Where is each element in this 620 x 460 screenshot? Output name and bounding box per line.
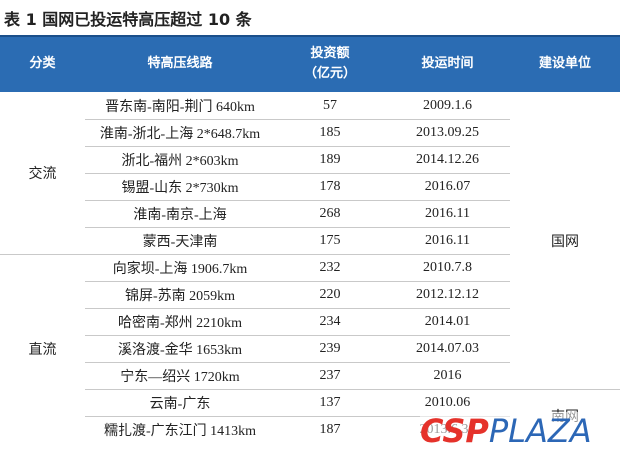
table-cell: 宁东—绍兴 1720km bbox=[120, 369, 240, 385]
watermark: CSPPLAZA bbox=[420, 412, 592, 450]
table-cell: 220 bbox=[319, 286, 341, 302]
row-divider bbox=[0, 254, 510, 255]
watermark-suffix: PLAZA bbox=[488, 412, 592, 450]
row-divider bbox=[85, 200, 510, 201]
row-divider bbox=[85, 308, 510, 309]
table-cell: 溪洛渡-金华 1653km bbox=[117, 342, 243, 358]
row-divider bbox=[85, 281, 510, 282]
row-divider bbox=[85, 416, 510, 417]
table-cell: 2014.12.26 bbox=[416, 151, 479, 167]
header-line: 投资额 bbox=[310, 45, 350, 61]
table-cell: 2016.07 bbox=[424, 178, 471, 194]
table-cell: 晋东南-南阳-荆门 640km bbox=[105, 99, 255, 115]
table-cell: 187 bbox=[319, 421, 341, 437]
builder-cell: 国网 bbox=[551, 234, 579, 250]
watermark-brand: CSP bbox=[420, 412, 489, 450]
table-cell: 234 bbox=[319, 313, 341, 329]
header-cell: 建设单位 bbox=[538, 55, 591, 71]
header-cell: 投运时间 bbox=[421, 55, 474, 71]
row-divider bbox=[85, 389, 510, 390]
table-cell: 2014.07.03 bbox=[416, 340, 479, 356]
table-cell: 2010.06 bbox=[424, 394, 471, 410]
table-cell: 淮南-南京-上海 bbox=[133, 207, 227, 223]
row-divider bbox=[85, 362, 510, 363]
table-cell: 2013.09.25 bbox=[416, 124, 479, 140]
table-cell: 2010.7.8 bbox=[423, 259, 472, 275]
table-cell: 239 bbox=[319, 340, 341, 356]
table-cell: 178 bbox=[319, 178, 341, 194]
header-cell: 特高压线路 bbox=[147, 55, 213, 71]
table-cell: 189 bbox=[319, 151, 341, 167]
table-cell: 237 bbox=[319, 367, 341, 383]
table-cell: 蒙西-天津南 bbox=[142, 234, 218, 250]
table-cell: 2014.01 bbox=[424, 313, 471, 329]
table-cell: 185 bbox=[319, 124, 341, 140]
table-cell: 2016.11 bbox=[425, 205, 470, 221]
row-divider bbox=[85, 173, 510, 174]
header-band bbox=[0, 35, 620, 92]
table-cell: 云南-广东 bbox=[149, 396, 211, 412]
table-cell: 浙北-福州 2*603km bbox=[121, 153, 239, 169]
table-cell: 淮南-浙北-上海 2*648.7km bbox=[99, 126, 261, 142]
row-divider bbox=[85, 146, 510, 147]
table-cell: 锡盟-山东 2*730km bbox=[121, 180, 239, 196]
table-cell: 哈密南-郑州 2210km bbox=[117, 315, 243, 331]
header-cell: 投资额 （亿元） bbox=[275, 35, 385, 92]
table-cell: 268 bbox=[319, 205, 341, 221]
row-divider bbox=[85, 227, 510, 228]
table-cell: 糯扎渡-广东江门 1413km bbox=[103, 423, 257, 439]
table-cell: 175 bbox=[319, 232, 341, 248]
table-cell: 232 bbox=[319, 259, 341, 275]
table-cell: 锦屏-苏南 2059km bbox=[124, 288, 236, 304]
row-divider bbox=[510, 389, 620, 390]
row-divider bbox=[85, 335, 510, 336]
table-cell: 2012.12.12 bbox=[416, 286, 479, 302]
table-cell: 2009.1.6 bbox=[423, 97, 472, 113]
row-divider bbox=[85, 119, 510, 120]
table-cell: 137 bbox=[319, 394, 341, 410]
header-line: （亿元） bbox=[303, 65, 356, 81]
table-cell: 2016.11 bbox=[425, 232, 470, 248]
table-cell: 57 bbox=[323, 97, 337, 113]
group-cell: 交流 bbox=[28, 167, 57, 182]
group-cell: 直流 bbox=[28, 342, 57, 358]
table-cell: 2016 bbox=[433, 367, 462, 383]
table-title: 表 1 国网已投运特高压超过 10 条 bbox=[4, 10, 252, 29]
table-cell: 向家坝-上海 1906.7km bbox=[112, 261, 248, 277]
header-cell: 分类 bbox=[29, 55, 56, 71]
